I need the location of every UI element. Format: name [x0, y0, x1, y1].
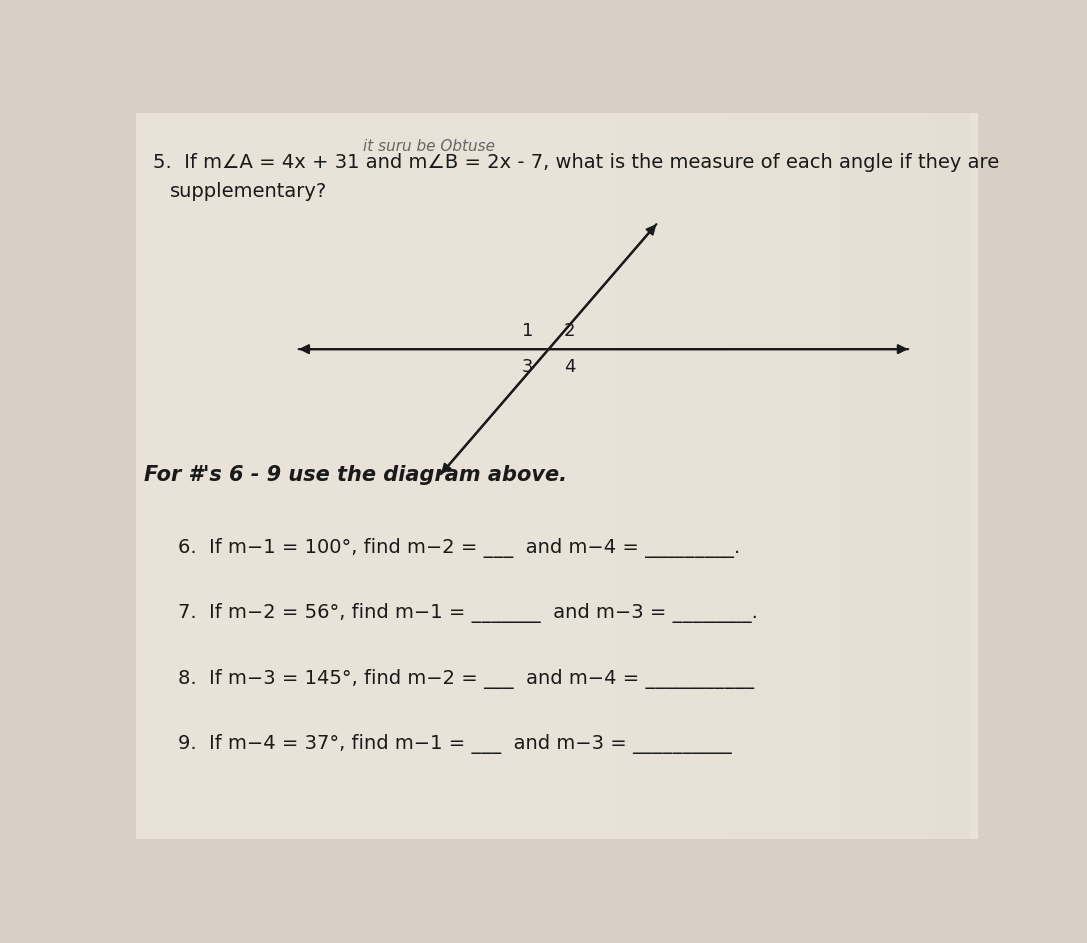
Bar [914, 113, 933, 839]
Bar [803, 113, 822, 839]
Bar [877, 113, 896, 839]
Bar [729, 113, 748, 839]
Text: 1: 1 [522, 322, 534, 340]
Text: supplementary?: supplementary? [170, 182, 327, 201]
Bar [766, 113, 785, 839]
Bar [692, 113, 711, 839]
Text: For #'s 6 - 9 use the diagram above.: For #'s 6 - 9 use the diagram above. [145, 465, 567, 486]
Bar [859, 113, 877, 839]
Bar [599, 113, 617, 839]
Text: 8.  If m−3 = 145°, find m−2 = ___  and m−4 = ___________: 8. If m−3 = 145°, find m−2 = ___ and m−4… [178, 669, 754, 688]
Text: 7.  If m−2 = 56°, find m−1 = _______  and m−3 = ________.: 7. If m−2 = 56°, find m−1 = _______ and … [178, 604, 758, 623]
Bar [822, 113, 840, 839]
Bar [933, 113, 951, 839]
Bar [636, 113, 654, 839]
Text: it suru be Obtuse: it suru be Obtuse [363, 139, 496, 154]
Bar [785, 113, 803, 839]
Text: 9.  If m−4 = 37°, find m−1 = ___  and m−3 = __________: 9. If m−4 = 37°, find m−1 = ___ and m−3 … [178, 734, 732, 754]
Text: 3: 3 [522, 358, 534, 376]
Bar [654, 113, 673, 839]
Bar [840, 113, 859, 839]
Bar [951, 113, 970, 839]
Text: 5.  If m∠A = 4x + 31 and m∠B = 2x - 7, what is the measure of each angle if they: 5. If m∠A = 4x + 31 and m∠B = 2x - 7, wh… [152, 153, 999, 172]
Text: 2: 2 [564, 322, 575, 340]
Bar [617, 113, 636, 839]
Bar [748, 113, 766, 839]
Text: 6.  If m−1 = 100°, find m−2 = ___  and m−4 = _________.: 6. If m−1 = 100°, find m−2 = ___ and m−4… [178, 538, 740, 558]
Bar [896, 113, 914, 839]
Text: 4: 4 [564, 358, 575, 376]
Bar [711, 113, 729, 839]
Bar [673, 113, 692, 839]
